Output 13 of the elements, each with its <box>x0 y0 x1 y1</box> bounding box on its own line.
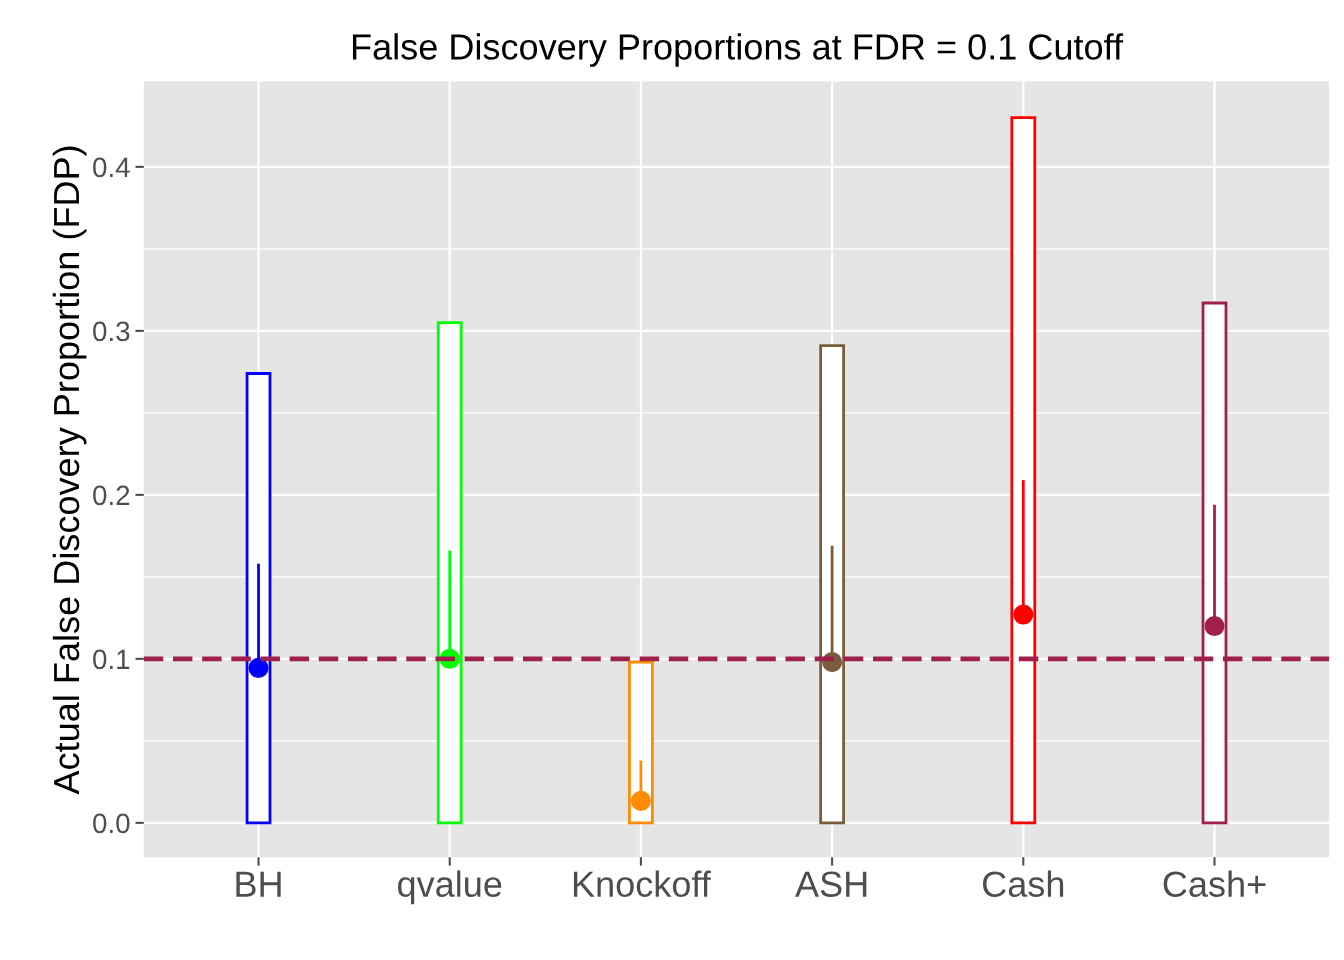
y-tick-label: 0.1 <box>93 649 130 670</box>
x-tick-label: Cash <box>982 870 1064 897</box>
x-tick-label: BH <box>236 871 281 897</box>
y-tick-label: 0.4 <box>93 157 130 178</box>
y-tick-label: 0.3 <box>93 321 130 342</box>
y-axis-title: Actual False Discovery Proportion (FDP) <box>52 146 87 795</box>
x-tick-label: qvalue <box>398 870 502 905</box>
x-tick-label: Cash+ <box>1163 870 1266 897</box>
x-tick-label: ASH <box>795 871 867 897</box>
y-tick-label: 0.0 <box>93 813 130 834</box>
chart-title: False Discovery Proportions at FDR = 0.1 Cutoff <box>352 33 1124 67</box>
y-tick-label: 0.2 <box>93 485 130 506</box>
x-tick-label: Knockoff <box>573 870 711 897</box>
